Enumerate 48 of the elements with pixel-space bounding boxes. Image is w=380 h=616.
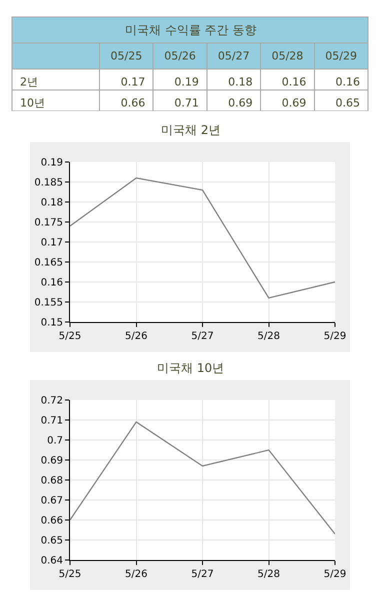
y-tick-label: 0.16 — [40, 278, 63, 288]
x-tick-label: 5/25 — [58, 569, 82, 580]
data-label: 0.17 — [120, 75, 146, 88]
data-label: 0.18 — [228, 75, 253, 88]
x-tick-label: 5/28 — [258, 569, 280, 580]
y-tick-label: 0.15 — [40, 318, 63, 328]
y-tick-label: 0.165 — [34, 258, 63, 268]
category-label: 05/29 — [325, 49, 357, 62]
y-tick-label: 0.67 — [40, 496, 63, 506]
y-tick-label: 0.19 — [40, 158, 63, 168]
chart-title: 미국채 2년 — [161, 123, 220, 137]
y-tick-label: 0.71 — [40, 416, 63, 426]
x-tick-label: 5/29 — [324, 331, 346, 342]
text: 10년 — [20, 96, 45, 110]
x-tick-label: 5/25 — [58, 331, 82, 342]
data-label: 0.16 — [336, 75, 360, 88]
category-label: 05/27 — [218, 49, 250, 62]
y-tick-label: 0.7 — [47, 436, 63, 446]
chart-title: 미국채 10년 — [157, 361, 224, 375]
y-tick-label: 0.66 — [40, 516, 63, 526]
y-tick-label: 0.17 — [40, 238, 63, 248]
y-tick-label: 0.155 — [34, 298, 63, 308]
y-tick-label: 0.185 — [34, 178, 63, 188]
data-label: 0.66 — [120, 96, 146, 110]
data-label: 0.71 — [174, 96, 199, 110]
y-tick-label: 0.69 — [40, 456, 63, 466]
data-label: 0.69 — [228, 96, 253, 110]
text: 미국채 수익률 주간 동향 — [125, 23, 256, 37]
y-tick-label: 0.72 — [40, 396, 63, 406]
x-tick-label: 5/29 — [324, 569, 346, 580]
x-tick-label: 5/26 — [125, 331, 148, 342]
y-tick-label: 0.175 — [34, 218, 63, 228]
y-tick-label: 0.65 — [40, 536, 63, 546]
category-label: 05/28 — [272, 49, 304, 62]
category-label: 05/25 — [110, 49, 142, 62]
data-label: 0.19 — [174, 75, 199, 88]
data-label: 0.69 — [282, 96, 306, 110]
y-tick-label: 0.64 — [40, 556, 63, 566]
x-tick-label: 5/26 — [125, 569, 148, 580]
x-tick-label: 5/27 — [191, 331, 214, 342]
category-label: 05/26 — [164, 49, 196, 62]
x-tick-label: 5/28 — [258, 331, 280, 342]
data-label: 0.65 — [336, 96, 360, 110]
x-tick-label: 5/27 — [191, 569, 214, 580]
text: 2년 — [20, 75, 38, 88]
data-label: 0.16 — [282, 75, 306, 88]
y-tick-label: 0.18 — [40, 198, 63, 208]
y-tick-label: 0.68 — [40, 476, 63, 486]
